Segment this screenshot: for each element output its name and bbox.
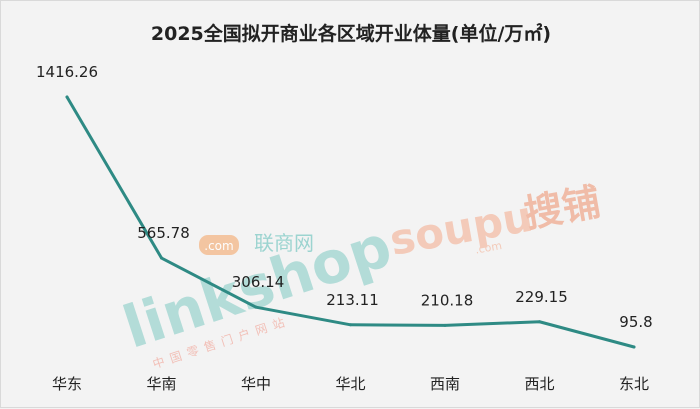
data-point [443, 323, 447, 327]
data-point [65, 95, 69, 99]
linkshop-dotcom-badge [199, 235, 239, 255]
data-label: 565.78 [137, 224, 190, 242]
data-point [160, 256, 163, 260]
data-label: 306.14 [232, 273, 285, 291]
x-tick-label: 东北 [619, 375, 649, 393]
soupu-brand-text: soupu [386, 192, 536, 265]
x-tick-label: 华东 [52, 375, 82, 393]
data-label: 1416.26 [36, 63, 98, 81]
data-label: 229.15 [515, 288, 568, 306]
linkshop-dotcom-text: .com [204, 239, 233, 253]
data-label: 210.18 [421, 291, 474, 309]
data-labels-layer: 1416.26 565.78 306.14 213.11 210.18 229.15 95.… [36, 63, 653, 331]
data-label: 213.11 [326, 291, 379, 309]
linkshop-cn-name: 联商网 [254, 231, 314, 255]
x-tick-label: 华北 [335, 375, 365, 393]
chart-title: 2025全国拟开商业各区域开业体量(单位/万㎡) [150, 23, 552, 45]
data-label: 95.8 [619, 313, 652, 331]
data-point [349, 323, 352, 327]
x-axis-labels: 华东 华南 华中 华北 西南 西北 东北 [52, 375, 649, 393]
x-tick-label: 华中 [241, 375, 271, 393]
data-point [632, 345, 636, 349]
x-tick-label: 西北 [524, 375, 554, 393]
series-layer [65, 95, 636, 349]
soupu-dotcom-text: .com [474, 239, 503, 256]
x-tick-label: 西南 [430, 375, 460, 393]
soupu-cn-name: 搜铺 [521, 180, 604, 237]
data-point [254, 305, 258, 309]
data-point [538, 320, 541, 324]
soupu-watermark: soupu .com 搜铺 [386, 180, 604, 265]
x-tick-label: 华南 [146, 375, 176, 393]
